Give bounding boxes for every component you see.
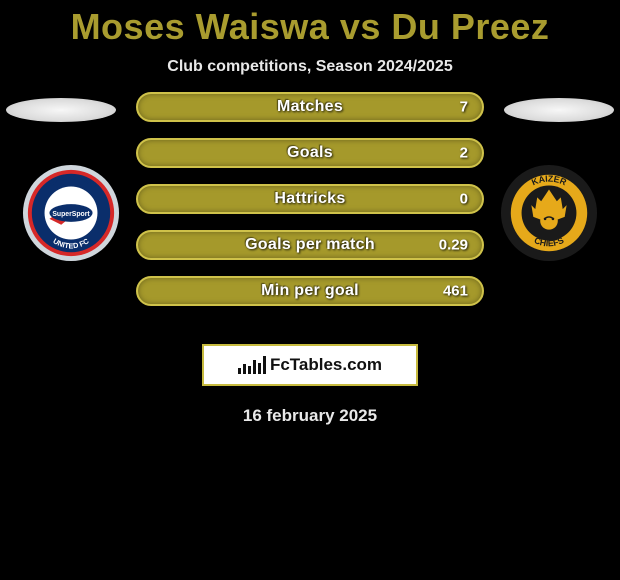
comparison-arena: SUPERSPORT SuperSport UNITED FC <box>0 104 620 334</box>
stat-bar: Goals 2 <box>136 138 484 168</box>
date-text: 16 february 2025 <box>0 406 620 426</box>
player-left-silhouette <box>6 98 116 122</box>
stat-value-right: 461 <box>443 283 468 300</box>
brand-chart-icon <box>238 356 266 374</box>
stat-bars: Matches 7 Goals 2 Hattricks 0 Goals per … <box>136 92 484 322</box>
brand-box: FcTables.com <box>202 344 418 386</box>
stat-label: Hattricks <box>274 190 345 208</box>
brand-text: FcTables.com <box>270 355 382 375</box>
stat-bar: Min per goal 461 <box>136 276 484 306</box>
player-right-silhouette <box>504 98 614 122</box>
stat-label: Goals <box>287 144 333 162</box>
page-title: Moses Waiswa vs Du Preez <box>0 0 620 48</box>
stat-value-right: 2 <box>460 145 468 162</box>
svg-text:SuperSport: SuperSport <box>52 211 90 218</box>
club-badge-left: SUPERSPORT SuperSport UNITED FC <box>22 164 120 262</box>
stat-label: Min per goal <box>261 282 359 300</box>
stat-label: Goals per match <box>245 236 375 254</box>
stat-label: Matches <box>277 98 343 116</box>
stat-bar: Matches 7 <box>136 92 484 122</box>
stat-bar: Hattricks 0 <box>136 184 484 214</box>
stat-value-right: 7 <box>460 99 468 116</box>
stat-bar: Goals per match 0.29 <box>136 230 484 260</box>
stat-value-right: 0.29 <box>439 237 468 254</box>
stat-value-right: 0 <box>460 191 468 208</box>
club-badge-right: KAIZER CHIEFS <box>500 164 598 262</box>
subtitle: Club competitions, Season 2024/2025 <box>0 58 620 76</box>
